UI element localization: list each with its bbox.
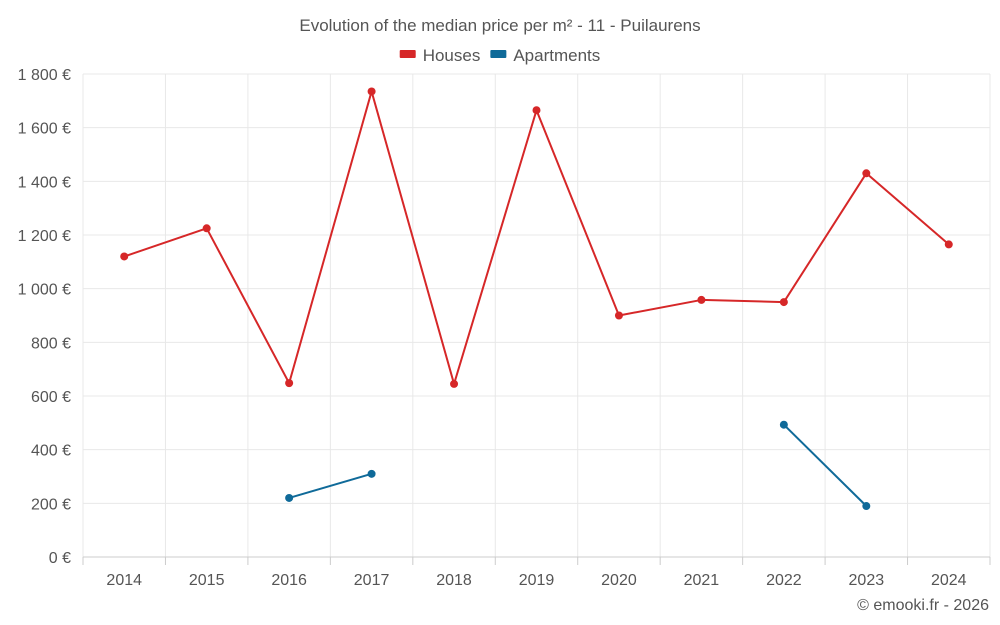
x-tick-label: 2019 — [519, 572, 555, 589]
x-axis: 2014 2015 2016 2017 2018 2019 2020 2021 2022 2023… — [82, 556, 991, 589]
y-tick-label: 1 800 € — [18, 67, 71, 84]
legend-swatch-apartments — [490, 50, 507, 58]
houses-data-point — [202, 224, 211, 233]
x-tick-label: 2014 — [106, 572, 142, 589]
x-tick-label: 2015 — [189, 572, 225, 589]
legend-label-houses: Houses — [423, 46, 481, 65]
chart-title: Evolution of the median price per m² - 1… — [299, 16, 700, 35]
y-tick-label: 1 000 € — [18, 282, 71, 299]
houses-data-point — [532, 106, 541, 115]
houses-data-point — [120, 252, 129, 261]
x-tick-label: 2016 — [271, 572, 307, 589]
y-tick-label: 0 € — [49, 550, 71, 567]
grid — [82, 73, 991, 557]
houses-data-point — [367, 87, 376, 96]
houses-data-point — [450, 379, 459, 388]
houses-data-point — [944, 240, 953, 249]
x-tick-label: 2018 — [436, 572, 472, 589]
apartments-data-point — [862, 502, 871, 511]
apartments-data-point — [367, 469, 376, 478]
x-tick-label: 2017 — [354, 572, 390, 589]
apartments-series-line — [783, 423, 868, 507]
apartments-data-point — [779, 420, 788, 429]
y-tick-label: 400 € — [31, 443, 71, 460]
y-tick-label: 600 € — [31, 389, 71, 406]
y-tick-label: 1 200 € — [18, 228, 71, 245]
apartments-data-point — [285, 493, 294, 502]
legend: Houses Apartments — [399, 46, 600, 65]
x-tick-label: 2022 — [766, 572, 802, 589]
houses-data-point — [697, 295, 706, 304]
houses-data-point — [779, 298, 788, 307]
series-points — [120, 87, 953, 511]
houses-data-point — [614, 311, 623, 320]
legend-label-apartments: Apartments — [513, 46, 600, 65]
x-tick-label: 2023 — [849, 572, 885, 589]
x-tick-label: 2024 — [931, 572, 967, 589]
y-tick-label: 1 400 € — [18, 174, 71, 191]
houses-data-point — [285, 379, 294, 388]
legend-swatch-houses — [399, 50, 416, 58]
y-tick-label: 1 600 € — [18, 121, 71, 138]
x-tick-label: 2021 — [684, 572, 720, 589]
houses-data-point — [862, 169, 871, 178]
apartments-series-line — [288, 472, 372, 499]
credit-text: © emooki.fr - 2026 — [857, 597, 989, 614]
y-tick-label: 200 € — [31, 496, 71, 513]
y-axis: 0 € 200 € 400 € 600 € 800 € 1 000 € 1 200 € 1 4… — [18, 67, 71, 567]
x-tick-label: 2020 — [601, 572, 637, 589]
y-tick-label: 800 € — [31, 335, 71, 352]
